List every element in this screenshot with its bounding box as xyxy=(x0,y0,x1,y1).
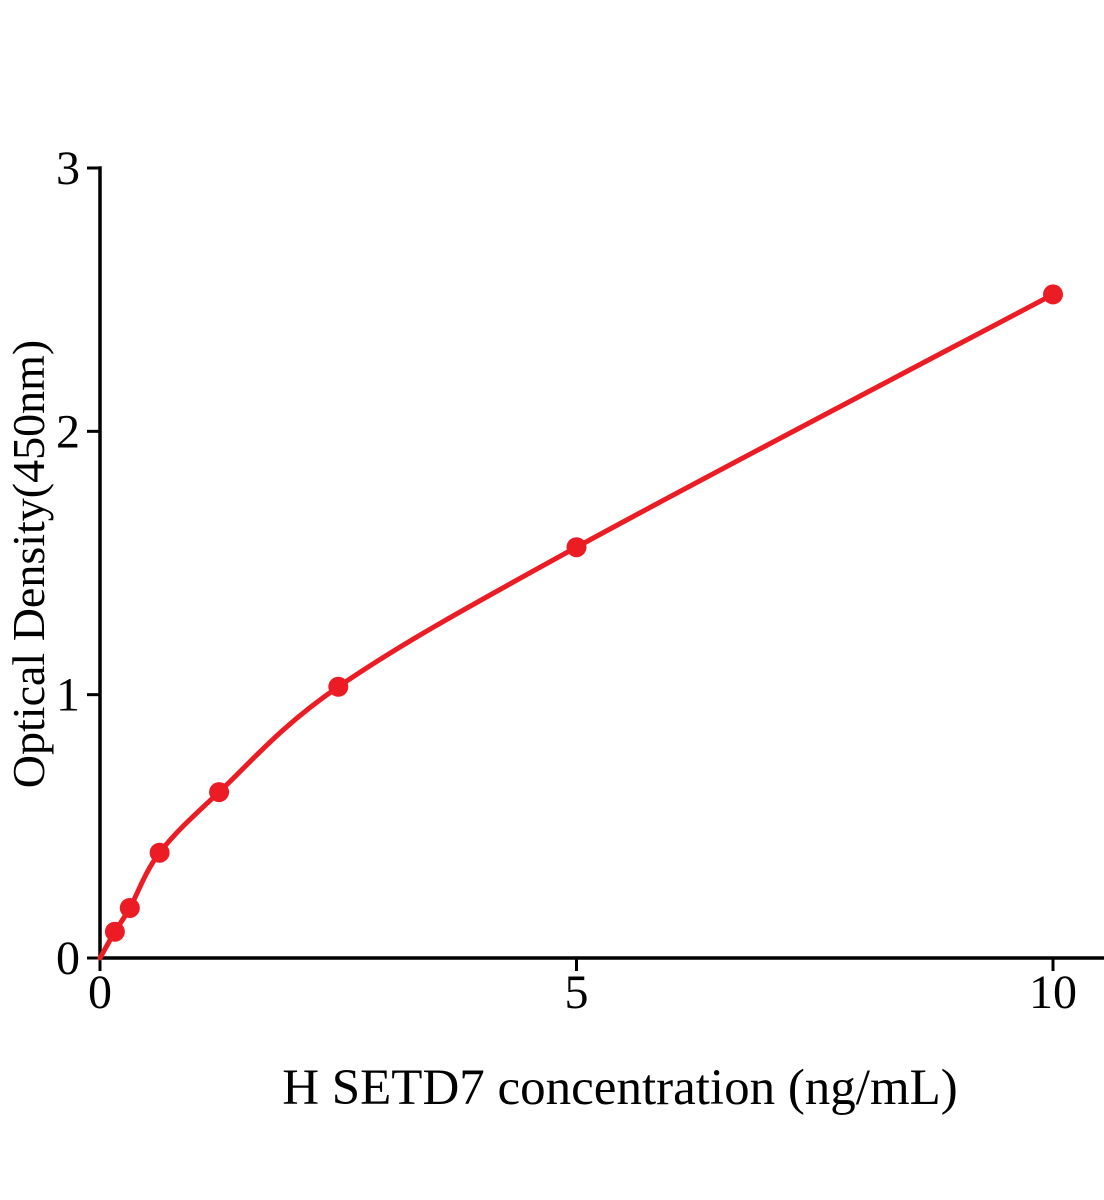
axes: 0 1 2 3 0 5 10 xyxy=(56,142,1104,1019)
x-tick-label: 10 xyxy=(1029,966,1077,1019)
y-tick-label: 0 xyxy=(56,932,80,985)
x-axis-title: H SETD7 concentration (ng/mL) xyxy=(282,1060,958,1116)
data-point xyxy=(149,842,170,863)
x-tick-label: 0 xyxy=(88,966,112,1019)
data-series xyxy=(97,284,1063,961)
data-point xyxy=(104,921,125,942)
data-point xyxy=(328,676,349,697)
y-tick-label: 3 xyxy=(56,142,80,195)
data-point xyxy=(209,782,230,803)
x-tick-label: 5 xyxy=(565,966,589,1019)
y-tick-label: 1 xyxy=(56,669,80,722)
y-tick-label: 2 xyxy=(56,405,80,458)
y-axis-title: Optical Density(450nm) xyxy=(3,340,54,788)
data-point xyxy=(119,898,140,918)
data-point xyxy=(566,537,587,558)
data-point xyxy=(1043,284,1063,305)
fit-curve xyxy=(97,291,1056,961)
